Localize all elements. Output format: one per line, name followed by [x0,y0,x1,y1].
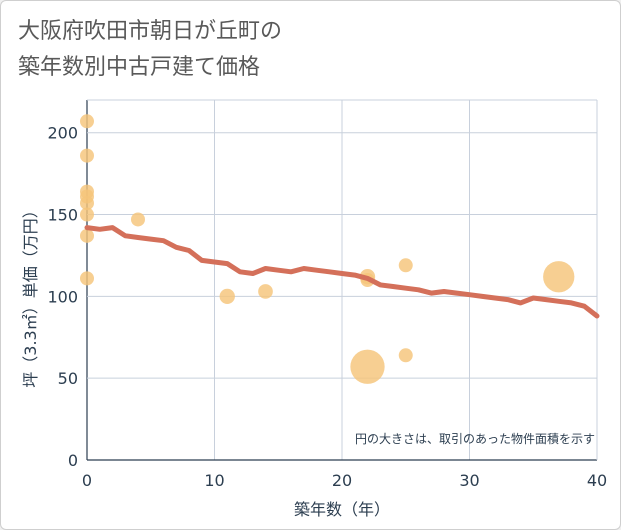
x-axis-label: 築年数（年） [294,500,390,519]
y-tick-label: 0 [68,451,78,470]
x-tick-labels: 0 10 20 30 40 [82,471,607,490]
y-tick-label: 150 [47,206,78,225]
x-tick-label: 0 [82,471,92,490]
bubbles [80,114,575,384]
bubble-point [80,228,94,243]
x-tick-label: 20 [332,471,352,490]
chart-title: 大阪府吹田市朝日が丘町の 築年数別中古戸建て価格 [18,14,282,86]
y-axis-label: 坪（3.3㎡）単価（万円） [21,202,40,387]
bubble-point [398,258,413,273]
bubble-point [131,212,145,227]
bubble-point [398,348,413,363]
chart-title-line-2: 築年数別中古戸建て価格 [18,55,261,80]
chart-title-line-1: 大阪府吹田市朝日が丘町の [18,19,283,44]
y-tick-labels: 0 50 100 150 200 [47,124,78,470]
bubble-point [80,196,94,211]
bubble-point [258,284,273,299]
trend-line [84,225,600,319]
bubble-point [80,148,94,163]
y-tick-label: 100 [47,287,78,306]
size-note: 円の大きさは、取引のあった物件面積を示す [355,431,595,446]
bubble-point [80,207,94,222]
grid-lines [86,99,598,461]
x-tick-label: 10 [204,471,224,490]
y-tick-label: 50 [58,369,78,388]
x-tick-label: 30 [459,471,479,490]
bubble-point [350,349,385,384]
bubble-point [219,288,235,305]
bubble-point [80,271,94,286]
y-tick-label: 200 [47,124,78,143]
bubble-point [543,261,575,293]
x-tick-label: 40 [587,471,607,490]
bubble-point [80,114,94,129]
